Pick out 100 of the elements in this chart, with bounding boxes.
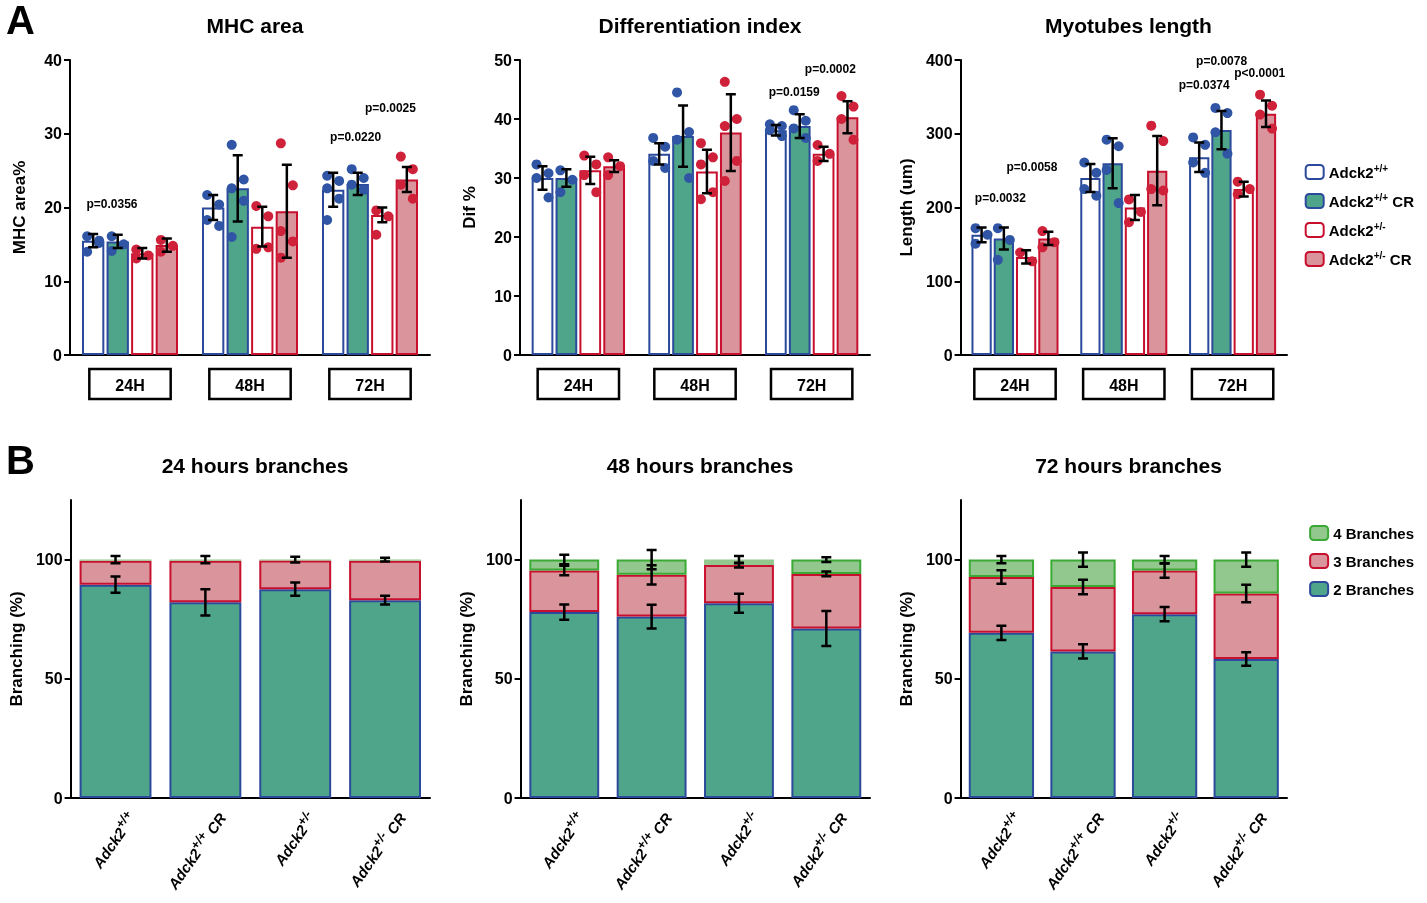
bar (79, 584, 152, 798)
bar (1213, 593, 1279, 660)
annotation: p=0.0032 (974, 190, 1027, 205)
y-tick-label: 50 (494, 51, 513, 69)
chart-title: Myotubes length (1045, 14, 1212, 37)
bar (1255, 113, 1277, 355)
y-tick-label: 0 (503, 346, 513, 364)
y-tick-label: 20 (494, 228, 513, 246)
y-tick-label: 0 (943, 346, 953, 364)
y-tick-label: 30 (494, 169, 513, 187)
bar (1131, 614, 1198, 798)
x-tick-label: 48H (1109, 376, 1139, 394)
y-tick-label: 30 (44, 125, 63, 143)
bar (259, 560, 332, 590)
y-axis-title: Branching (%) (7, 591, 26, 707)
y-tick-label: 40 (44, 51, 63, 69)
bar (1016, 256, 1037, 355)
y-tick-label: 100 (35, 551, 63, 569)
y-tick-label: 50 (934, 670, 953, 688)
legend-label: Adck2+/- (1328, 220, 1386, 239)
bar (836, 117, 859, 355)
text: B (6, 438, 35, 482)
legend-label: Adck2+/+ (1328, 162, 1389, 181)
annotation: p=0.0159 (768, 85, 821, 100)
bar (696, 171, 718, 355)
y-axis-title: Branching (%) (897, 591, 916, 707)
bar (648, 153, 671, 355)
bar (616, 574, 687, 617)
y-tick-label: 0 (943, 789, 953, 807)
annotation: p=0.0220 (330, 130, 382, 145)
x-tick-label: 72H (1217, 376, 1248, 394)
chart-title: MHC area (206, 14, 304, 37)
bar (529, 570, 600, 613)
legend-label: Adck2+/+ CR (1328, 191, 1415, 210)
x-tick-label: 48H (680, 376, 710, 394)
bar (1038, 238, 1059, 355)
bar (529, 612, 600, 798)
bar (579, 170, 602, 355)
y-tick-label: 100 (925, 551, 953, 569)
y-tick-label: 300 (925, 125, 953, 143)
bar (603, 166, 625, 355)
bar (1189, 157, 1210, 355)
chart-title: 24 hours branches (161, 454, 349, 477)
bar (791, 573, 862, 629)
bar (1050, 651, 1116, 798)
x-tick-label: 24H (1000, 376, 1030, 394)
x-tick-label: 24H (115, 376, 145, 394)
bar (1147, 170, 1168, 355)
bar (968, 577, 1035, 633)
y-tick-label: 20 (44, 199, 63, 216)
legend-label: 3 Branches (1333, 552, 1414, 570)
text: A (6, 0, 35, 42)
bar (993, 238, 1014, 355)
y-axis-title: MHC area% (10, 160, 29, 255)
bar (968, 632, 1035, 798)
y-axis-title: Branching (%) (457, 591, 476, 707)
y-tick-label: 10 (494, 287, 513, 305)
bar (1131, 570, 1198, 615)
y-tick-label: 400 (925, 51, 953, 69)
chart-title: Differentiation index (598, 14, 802, 37)
bar (349, 600, 422, 798)
annotation: p=0.0374 (1178, 78, 1230, 93)
bar (259, 589, 332, 798)
x-tick-label: 72H (796, 376, 827, 394)
bar (169, 602, 242, 798)
bar (1131, 559, 1198, 571)
bar (395, 179, 418, 355)
x-tick-label: 48H (235, 376, 265, 394)
bar (349, 560, 422, 601)
annotation: p=0.0025 (364, 100, 417, 115)
legend-label: 2 Branches (1333, 580, 1414, 598)
legend-label: Adck2+/- CR (1328, 249, 1412, 268)
bar (1102, 163, 1123, 355)
y-tick-label: 200 (925, 199, 953, 216)
y-tick-label: 0 (503, 789, 513, 807)
y-axis-title: Length (um) (897, 158, 916, 257)
bar (131, 253, 154, 355)
x-tick-label: 72H (355, 376, 385, 394)
bar (1213, 559, 1279, 594)
annotation: p=0.0078 (1196, 54, 1248, 69)
y-tick-label: 50 (44, 670, 63, 688)
bar (1233, 189, 1254, 355)
bar (791, 559, 862, 574)
bar (704, 603, 774, 798)
chart-title: 48 hours branches (606, 454, 794, 477)
bar (968, 559, 1035, 577)
bar (529, 559, 600, 571)
y-tick-label: 0 (53, 789, 63, 807)
bar (1050, 587, 1116, 652)
bar (155, 245, 178, 355)
bar (251, 226, 274, 355)
bar (719, 132, 742, 355)
bar (616, 616, 687, 798)
bar (371, 214, 394, 355)
annotation: p=0.0002 (804, 61, 857, 76)
y-axis-title: Dif % (460, 186, 479, 229)
y-tick-label: 100 (485, 551, 513, 569)
y-tick-label: 100 (925, 272, 953, 290)
y-tick-label: 40 (494, 110, 513, 128)
y-tick-label: 0 (53, 346, 63, 364)
